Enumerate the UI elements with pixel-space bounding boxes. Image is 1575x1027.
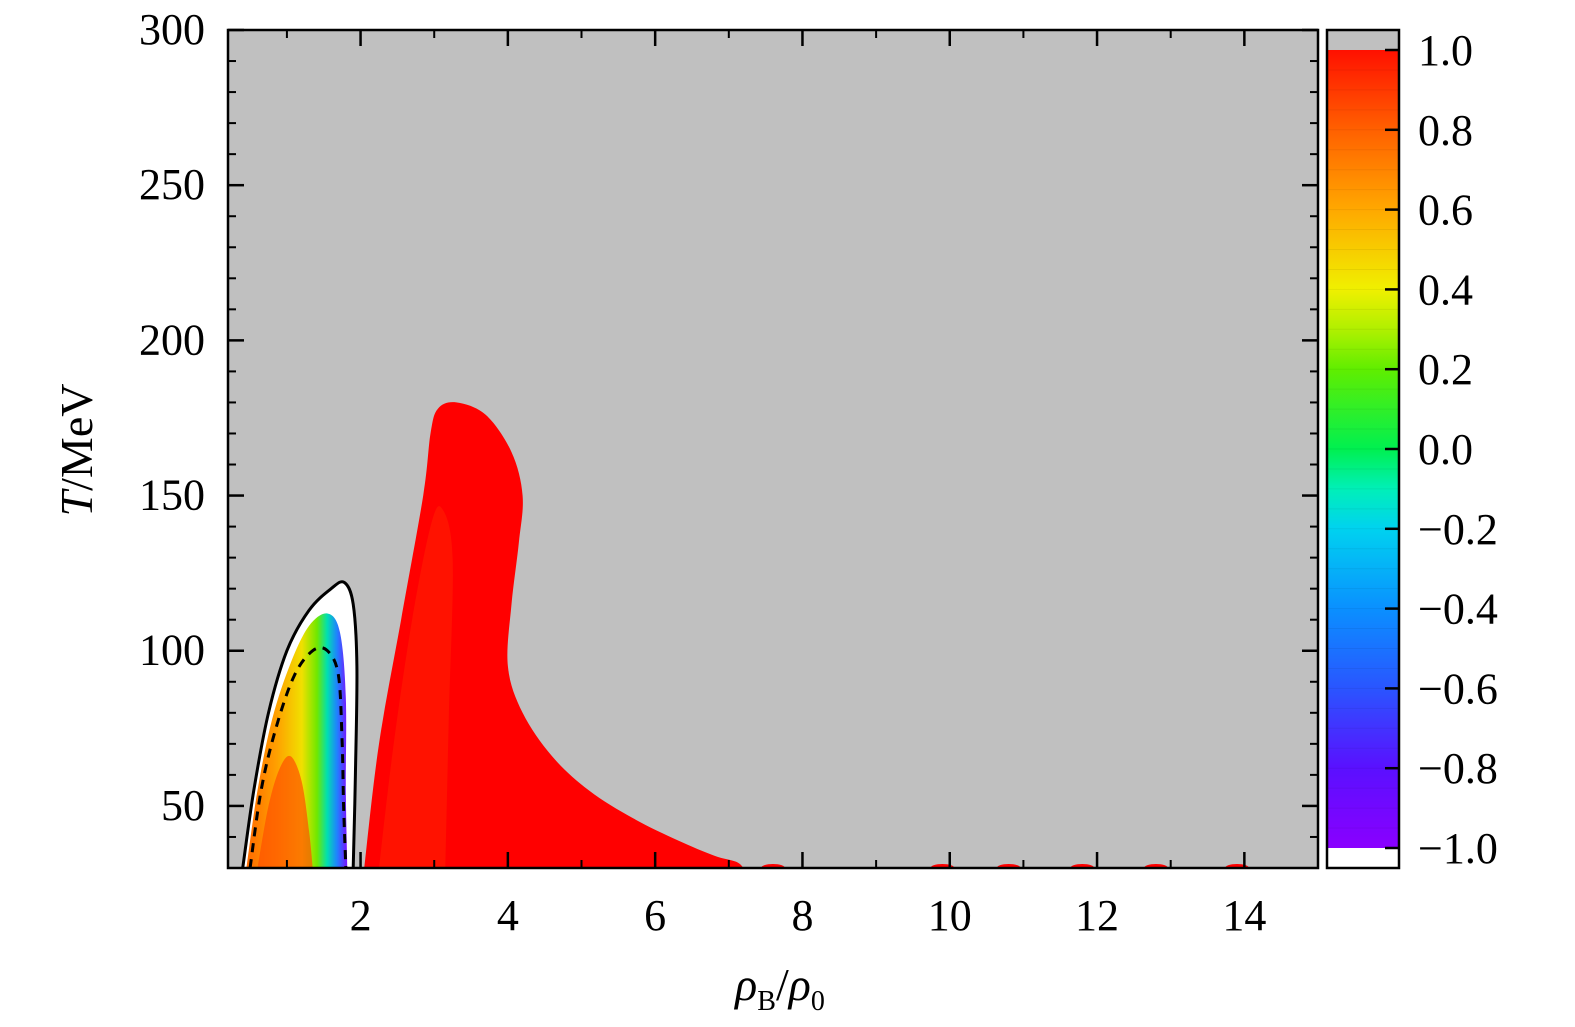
region-red-fill: [364, 402, 744, 868]
y-tick-label: 150: [139, 471, 205, 520]
y-tick-label: 250: [139, 160, 205, 209]
region-red-inner-band: [379, 506, 453, 868]
y-axis-title: T/MeV: [51, 384, 102, 517]
colorbar-tick-label: −0.8: [1418, 744, 1498, 793]
x-axis-title-sub-0: 0: [811, 986, 825, 1017]
lobe-dashed-boundary: [248, 646, 348, 868]
y-tick-label: 300: [139, 5, 205, 54]
colorbar-tick-label: −1.0: [1418, 824, 1498, 873]
colorbar: 1.0 0.8 0.6 0.4 0.2 0.0 −0.2 −0.4 −0.6 −0.8 −1.0: [1325, 26, 1498, 873]
colorbar-tick-label: 0.8: [1418, 106, 1473, 155]
y-axis-title-unit: /MeV: [51, 384, 102, 491]
y-axis-title-t: T: [51, 487, 102, 516]
colorbar-tick-label: −0.6: [1418, 664, 1498, 713]
x-tick-label: 14: [1222, 891, 1266, 940]
plot-frame: [226, 28, 1320, 870]
y-tick-label: 50: [161, 781, 205, 830]
colorbar-above-range: [1327, 30, 1399, 50]
x-tick-label: 6: [644, 891, 666, 940]
colorbar-tick-label: 0.4: [1418, 265, 1473, 314]
colorbar-below-range: [1327, 848, 1399, 868]
colorbar-tick-label: −0.2: [1418, 505, 1498, 554]
y-tick-label: 200: [139, 315, 205, 364]
x-axis-title-rho: ρ: [733, 959, 757, 1010]
lobe-core-band: [257, 755, 313, 868]
colorbar-tick-label: −0.4: [1418, 585, 1498, 634]
x-tick-label: 2: [350, 891, 372, 940]
colorbar-tick-label: 1.0: [1418, 26, 1473, 75]
colorbar-tick-label: 0.2: [1418, 345, 1473, 394]
x-axis-title-rho0: ρ: [787, 959, 811, 1010]
x-axis-title: ρB/ρ0: [733, 959, 825, 1017]
colorbar-tick-label: 0.0: [1418, 425, 1473, 474]
x-axis-title-slash: /: [776, 959, 789, 1010]
colorbar-tick-label: 0.6: [1418, 186, 1473, 235]
lobe-solid-boundary: [241, 580, 359, 868]
x-tick-label: 12: [1075, 891, 1119, 940]
x-axis-title-sub-b: B: [757, 986, 776, 1017]
x-tick-label: 8: [791, 891, 813, 940]
x-tick-label: 10: [928, 891, 972, 940]
x-tick-label: 4: [497, 891, 519, 940]
y-tick-label: 100: [139, 626, 205, 675]
